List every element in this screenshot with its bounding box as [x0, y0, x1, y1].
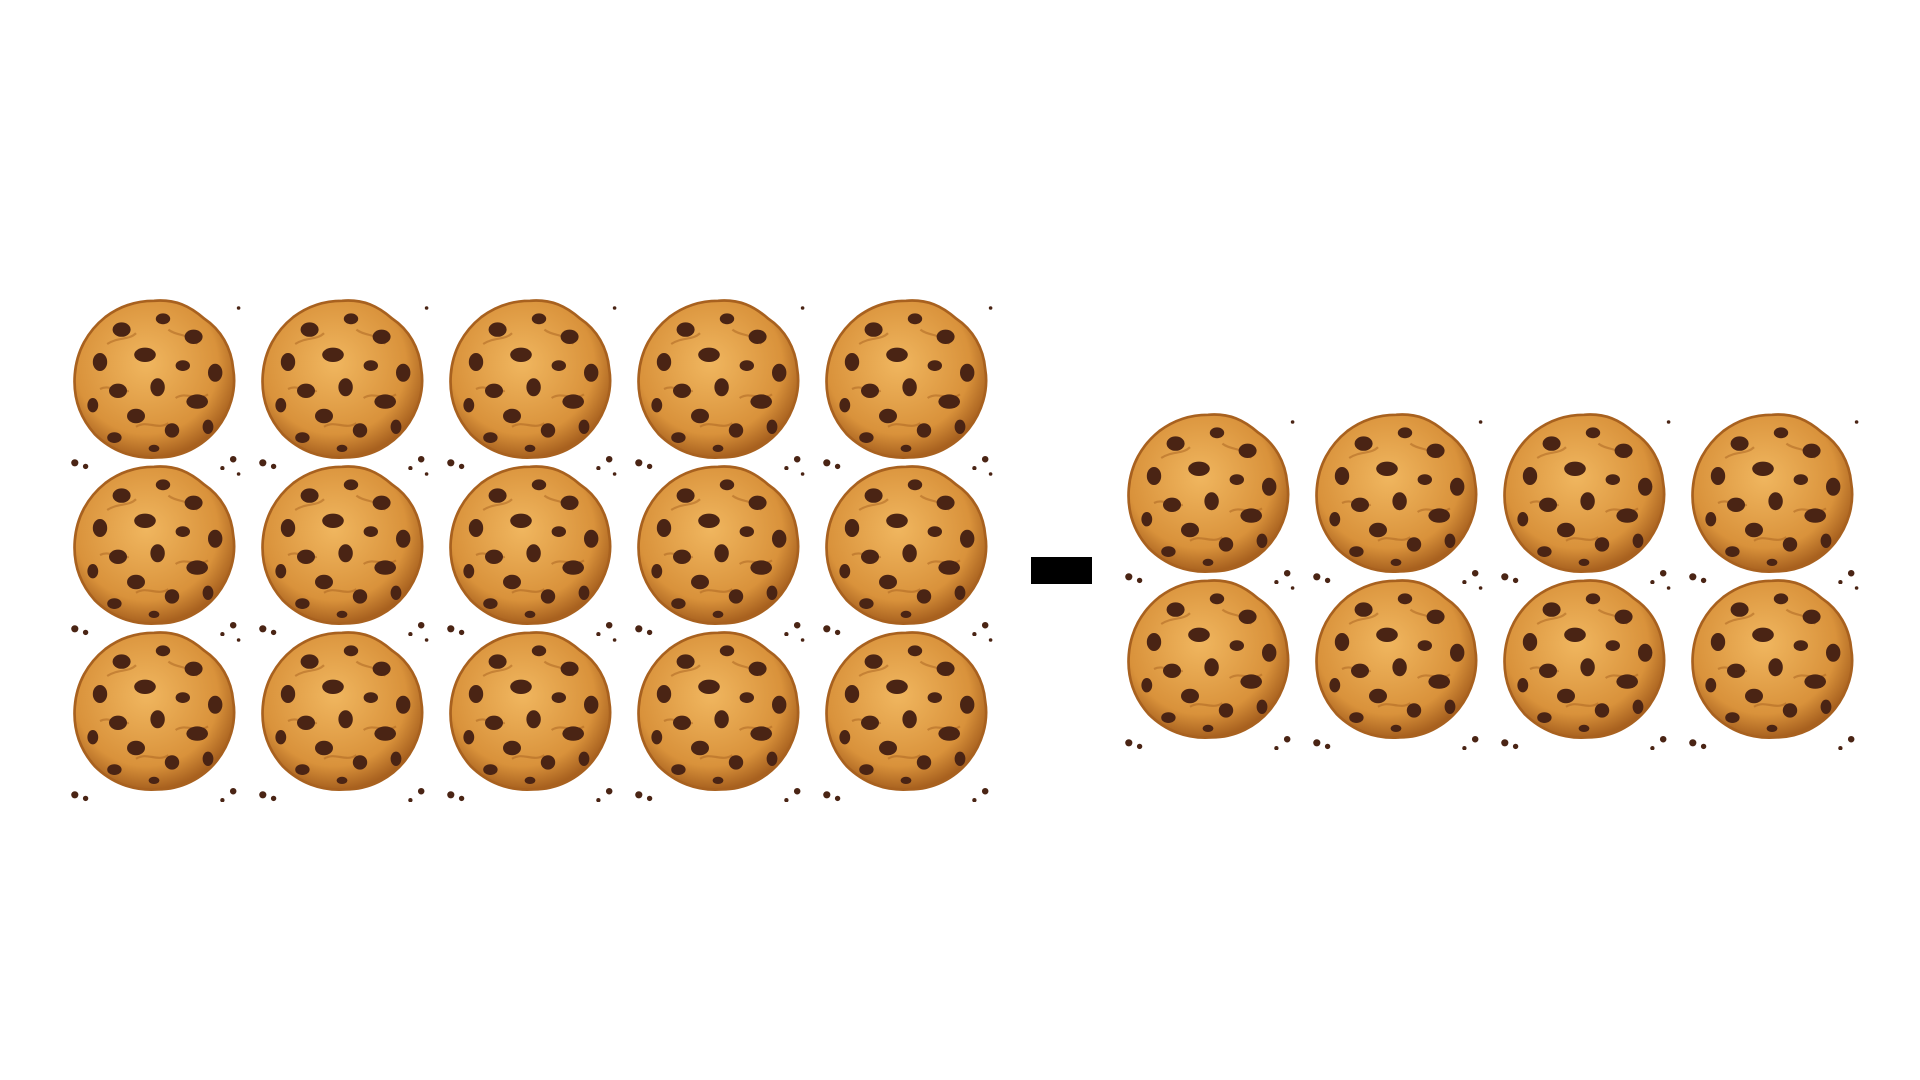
chocolate-chip-cookie-icon: [816, 456, 996, 636]
chocolate-chip-cookie-icon: [628, 622, 808, 802]
chocolate-chip-cookie-icon: [1118, 404, 1298, 584]
chocolate-chip-cookie-icon: [252, 456, 432, 636]
chocolate-chip-cookie-icon: [440, 290, 620, 470]
chocolate-chip-cookie-icon: [252, 290, 432, 470]
chocolate-chip-cookie-icon: [64, 622, 244, 802]
chocolate-chip-cookie-icon: [628, 290, 808, 470]
chocolate-chip-cookie-icon: [816, 290, 996, 470]
minus-sign-icon: [1031, 557, 1092, 584]
chocolate-chip-cookie-icon: [1682, 570, 1862, 750]
chocolate-chip-cookie-icon: [1494, 404, 1674, 584]
chocolate-chip-cookie-icon: [64, 456, 244, 636]
chocolate-chip-cookie-icon: [628, 456, 808, 636]
chocolate-chip-cookie-icon: [440, 456, 620, 636]
chocolate-chip-cookie-icon: [816, 622, 996, 802]
chocolate-chip-cookie-icon: [252, 622, 432, 802]
chocolate-chip-cookie-icon: [1306, 404, 1486, 584]
chocolate-chip-cookie-icon: [1306, 570, 1486, 750]
chocolate-chip-cookie-icon: [440, 622, 620, 802]
chocolate-chip-cookie-icon: [64, 290, 244, 470]
chocolate-chip-cookie-icon: [1494, 570, 1674, 750]
chocolate-chip-cookie-icon: [1118, 570, 1298, 750]
chocolate-chip-cookie-icon: [1682, 404, 1862, 584]
